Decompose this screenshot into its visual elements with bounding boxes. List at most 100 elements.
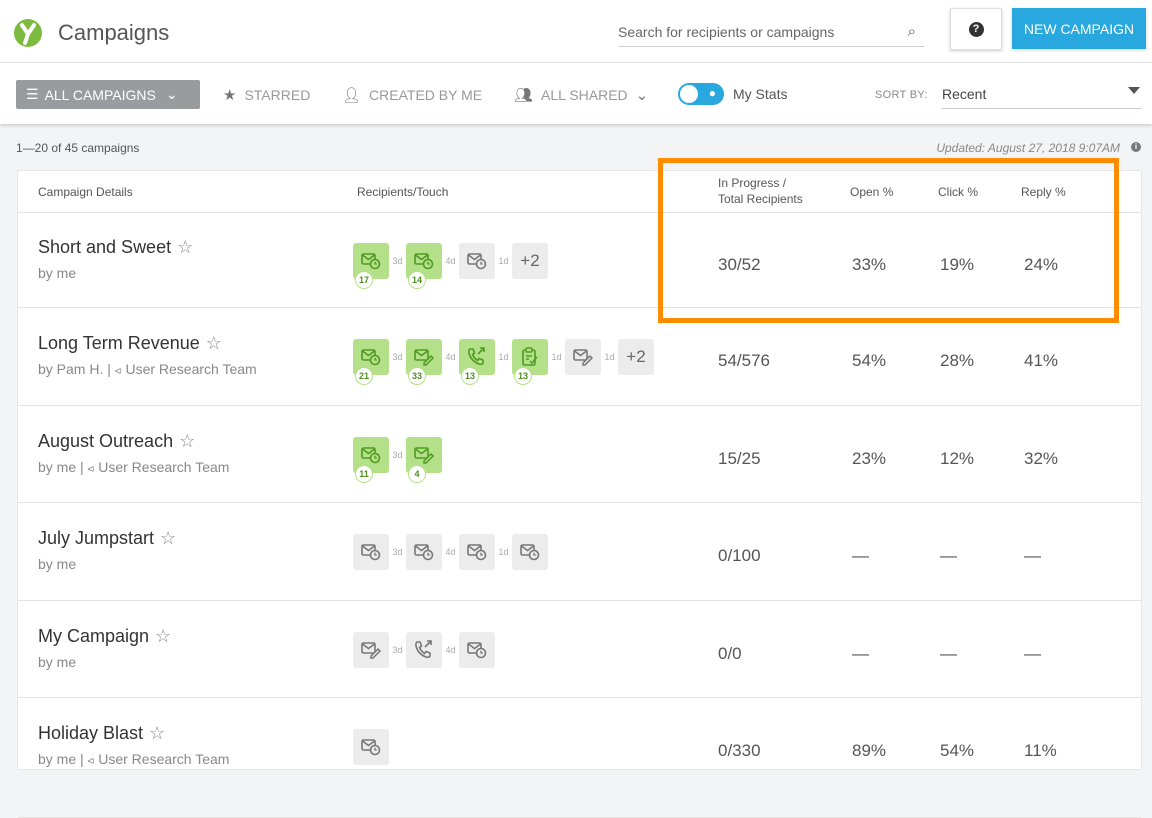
header-campaign-details[interactable]: Campaign Details <box>38 185 133 199</box>
touch-delay: 3d <box>392 547 403 557</box>
campaign-name[interactable]: Holiday Blast ☆ <box>38 723 165 744</box>
touch-email-clock[interactable] <box>353 534 389 570</box>
touch-delay: 1d <box>498 256 509 266</box>
reply-rate: 41% <box>1024 351 1059 370</box>
campaign-name-text[interactable]: July Jumpstart <box>38 528 155 548</box>
header-in-progress-line1: In Progress / <box>718 176 787 190</box>
touch-sequence: 17 3d 14 4d 1d +2 <box>353 243 548 289</box>
touch-email-clock[interactable] <box>459 632 495 668</box>
touch-email-clock[interactable] <box>459 243 495 279</box>
touch-email-clock[interactable]: 14 <box>406 243 442 289</box>
all-campaigns-dropdown[interactable]: ☰ ALL CAMPAIGNS ⌄ <box>16 80 200 109</box>
sort-by-select[interactable]: Recent <box>942 79 1142 109</box>
touch-sequence: 3d 4d <box>353 632 495 668</box>
app-header: Campaigns Search for recipients or campa… <box>0 0 1152 63</box>
all-shared-label: ALL SHARED <box>541 87 628 103</box>
sort-by-label: SORT BY: <box>875 89 928 101</box>
my-stats-label: My Stats <box>733 86 788 102</box>
campaign-name[interactable]: My Campaign ☆ <box>38 626 171 647</box>
email-clock-icon <box>361 349 381 366</box>
touch-email-clock[interactable]: 21 <box>353 339 389 385</box>
email-clock-icon <box>467 642 487 659</box>
reply-rate: — <box>1024 546 1041 565</box>
star-icon[interactable]: ☆ <box>179 431 196 451</box>
touch-email-pen[interactable]: 4 <box>406 437 442 483</box>
touch-delay: 3d <box>392 645 403 655</box>
click-rate: 19% <box>940 255 975 274</box>
touch-sequence: 3d 4d 1d <box>353 534 548 570</box>
campaign-row[interactable]: July Jumpstart ☆ by me 3d 4d 1d 0/100 — — — <box>18 503 1141 601</box>
campaign-row[interactable]: My Campaign ☆ by me 3d 4d 0/0 — — — <box>18 601 1141 698</box>
touch-email-clock[interactable]: 11 <box>353 437 389 483</box>
search-placeholder: Search for recipients or campaigns <box>618 24 835 40</box>
touch-email-pen[interactable] <box>353 632 389 668</box>
owner-text: by me <box>38 751 77 767</box>
campaign-owner: by me | ⪦ User Research Team <box>38 751 229 768</box>
search-input[interactable]: Search for recipients or campaigns ⌕ <box>618 20 924 47</box>
team-name: User Research Team <box>98 751 230 767</box>
campaign-row[interactable]: Short and Sweet ☆ by me 17 3d 14 4d 1d +2 30/52 33… <box>18 212 1141 308</box>
campaign-name[interactable]: July Jumpstart ☆ <box>38 528 176 549</box>
open-rate: 54% <box>852 351 887 370</box>
my-stats-toggle[interactable]: ● <box>678 83 724 105</box>
created-by-me-filter[interactable]: 👤︎ CREATED BY ME <box>342 86 482 104</box>
touch-email-pen[interactable] <box>565 339 601 375</box>
campaign-name-text[interactable]: Holiday Blast <box>38 723 144 743</box>
filter-toolbar: ☰ ALL CAMPAIGNS ⌄ ★ STARRED 👤︎ CREATED B… <box>0 63 1152 124</box>
star-icon: ★ <box>223 87 237 104</box>
chevron-down-icon: ⌄ <box>165 86 178 102</box>
campaign-name[interactable]: August Outreach ☆ <box>38 431 195 452</box>
email-clock-icon <box>414 544 434 561</box>
touch-email-clock[interactable] <box>353 729 389 765</box>
more-touches-button[interactable]: +2 <box>618 339 654 375</box>
touch-email-pen[interactable]: 33 <box>406 339 442 385</box>
campaign-name-text[interactable]: My Campaign <box>38 626 150 646</box>
campaign-name[interactable]: Short and Sweet ☆ <box>38 237 193 258</box>
touch-email-clock[interactable] <box>512 534 548 570</box>
touch-email-clock[interactable]: 17 <box>353 243 389 289</box>
open-rate: 23% <box>852 449 887 468</box>
reply-rate: 24% <box>1024 255 1059 274</box>
help-button[interactable]: ? <box>950 8 1002 50</box>
campaign-row[interactable]: Long Term Revenue ☆ by Pam H. | ⪦ User Res… <box>18 308 1141 406</box>
campaign-name-text[interactable]: Long Term Revenue <box>38 333 200 353</box>
touch-task[interactable]: 13 <box>512 339 548 385</box>
campaigns-table: Campaign Details Recipients/Touch In Pro… <box>17 170 1142 818</box>
campaign-name-text[interactable]: Short and Sweet <box>38 237 172 257</box>
logo-icon[interactable] <box>14 19 42 47</box>
all-shared-dropdown[interactable]: 👥︎ ALL SHARED ⌄ <box>514 86 648 104</box>
open-rate: — <box>852 644 869 663</box>
touch-count-badge: 13 <box>514 367 532 385</box>
header-click[interactable]: Click % <box>938 185 979 199</box>
campaign-name-text[interactable]: August Outreach <box>38 431 174 451</box>
touch-phone[interactable]: 13 <box>459 339 495 385</box>
in-progress-value: 15/25 <box>718 449 761 468</box>
touch-delay: 3d <box>392 256 403 266</box>
campaign-row[interactable]: Holiday Blast ☆ by me | ⪦ User Research Te… <box>18 698 1141 818</box>
star-icon[interactable]: ☆ <box>177 237 194 257</box>
header-open[interactable]: Open % <box>850 185 894 199</box>
star-icon[interactable]: ☆ <box>149 723 166 743</box>
email-pen-icon <box>361 642 382 659</box>
header-reply[interactable]: Reply % <box>1021 185 1066 199</box>
campaign-owner: by Pam H. | ⪦ User Research Team <box>38 361 257 378</box>
list-icon: ☰ <box>26 86 39 102</box>
star-icon[interactable]: ☆ <box>160 528 177 548</box>
more-touches-button[interactable]: +2 <box>512 243 548 279</box>
campaign-name[interactable]: Long Term Revenue ☆ <box>38 333 222 354</box>
search-icon[interactable]: ⌕ <box>907 23 916 40</box>
header-in-progress[interactable]: In Progress / Total Recipients <box>718 175 803 207</box>
phone-icon <box>415 640 432 659</box>
header-recipients-touch[interactable]: Recipients/Touch <box>357 185 449 199</box>
info-icon[interactable]: i <box>1131 142 1141 152</box>
star-icon[interactable]: ☆ <box>155 626 172 646</box>
campaign-row[interactable]: August Outreach ☆ by me | ⪦ User Research … <box>18 406 1141 503</box>
touch-phone[interactable] <box>406 632 442 668</box>
touch-email-clock[interactable] <box>406 534 442 570</box>
in-progress-value: 0/100 <box>718 546 761 565</box>
touch-delay: 1d <box>604 352 615 362</box>
star-icon[interactable]: ☆ <box>205 333 222 353</box>
touch-email-clock[interactable] <box>459 534 495 570</box>
new-campaign-button[interactable]: NEW CAMPAIGN <box>1012 8 1146 49</box>
starred-filter[interactable]: ★ STARRED <box>223 86 310 104</box>
